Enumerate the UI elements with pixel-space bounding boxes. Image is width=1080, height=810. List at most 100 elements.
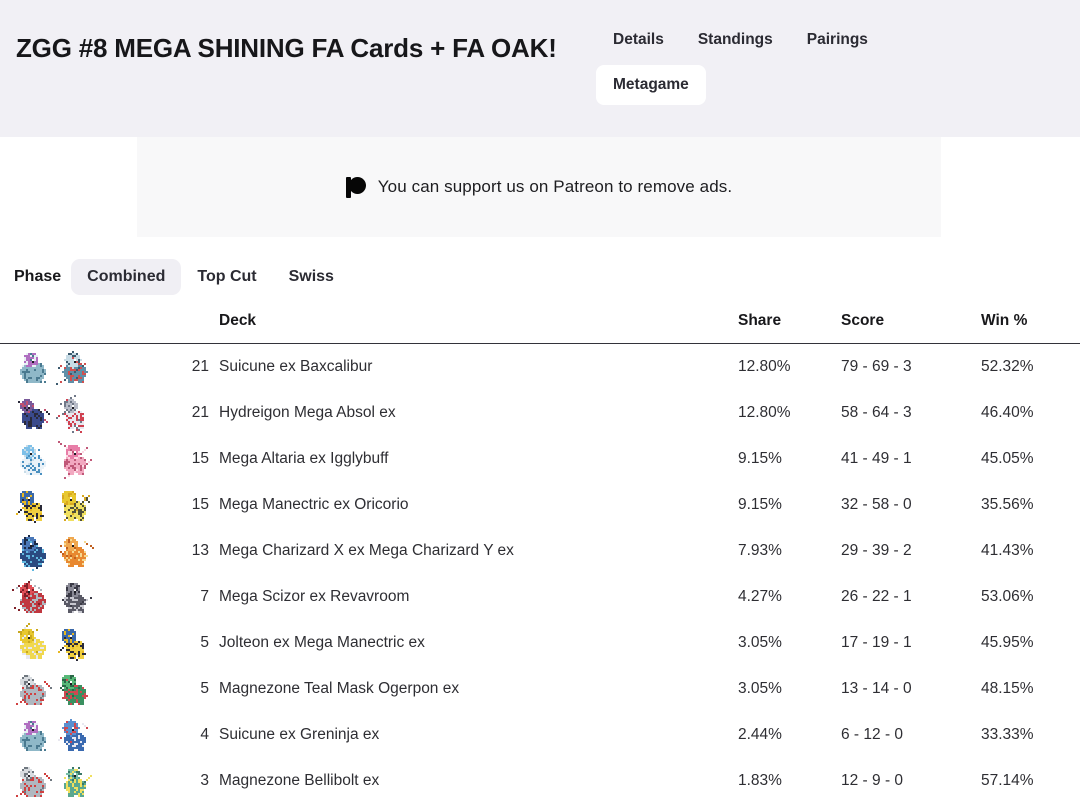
deck-count: 21 — [191, 357, 209, 375]
deck-sprites — [0, 436, 160, 482]
deck-name[interactable]: Jolteon ex Mega Manectric ex — [219, 633, 425, 651]
pokemon-sprite-mega-scizor — [12, 576, 52, 617]
deck-sprites — [0, 344, 160, 390]
deck-share: 3.05% — [738, 679, 782, 697]
phase-filter: Phase Combined Top Cut Swiss — [0, 259, 1080, 295]
deck-count: 5 — [200, 679, 209, 697]
deck-name[interactable]: Magnezone Bellibolt ex — [219, 771, 380, 789]
deck-score: 17 - 19 - 1 — [841, 633, 912, 651]
deck-name[interactable]: Suicune ex Baxcalibur — [219, 357, 373, 375]
table-row[interactable]: 13 Mega Charizard X ex Mega Charizard Y e… — [0, 528, 1080, 574]
deck-win-pct: 45.05% — [981, 449, 1034, 467]
table-row[interactable]: 5 Jolteon ex Mega Manectric ex 3.05% 17 - 1… — [0, 620, 1080, 666]
title-wrap: ZGG #8 MEGA SHINING FA Cards + FA OAK! — [16, 33, 576, 65]
patreon-icon — [345, 176, 366, 198]
deck-name[interactable]: Mega Charizard X ex Mega Charizard Y ex — [219, 541, 514, 559]
pokemon-sprite-suicune — [12, 714, 52, 755]
sprite-pair — [12, 622, 160, 663]
deck-share: 7.93% — [738, 541, 782, 559]
table-row[interactable]: 21 Suicune ex Baxcalibur 12.80% 79 - 69 - 3… — [0, 344, 1080, 390]
deck-name[interactable]: Hydreigon Mega Absol ex — [219, 403, 396, 421]
pokemon-sprite-mega-charizard-x — [12, 530, 52, 571]
phase-option-swiss[interactable]: Swiss — [273, 259, 350, 295]
table-row[interactable]: 15 Mega Altaria ex Igglybuff 9.15% 41 - 49 … — [0, 436, 1080, 482]
deck-win-pct: 48.15% — [981, 679, 1034, 697]
deck-win-pct: 52.32% — [981, 357, 1034, 375]
table-row[interactable]: 4 Suicune ex Greninja ex 2.44% 6 - 12 - 0 33… — [0, 712, 1080, 758]
deck-count: 21 — [191, 403, 209, 421]
pokemon-sprite-hydreigon — [12, 392, 52, 433]
table-row[interactable]: 15 Mega Manectric ex Oricorio 9.15% 32 - 58… — [0, 482, 1080, 528]
deck-score: 12 - 9 - 0 — [841, 771, 904, 789]
deck-share: 9.15% — [738, 495, 782, 513]
pokemon-sprite-magnezone — [12, 668, 52, 709]
deck-name[interactable]: Mega Scizor ex Revavroom — [219, 587, 410, 605]
page-header: ZGG #8 MEGA SHINING FA Cards + FA OAK! D… — [0, 0, 1080, 137]
deck-win-pct: 33.33% — [981, 725, 1034, 743]
ad-banner-content: You can support us on Patreon to remove … — [345, 176, 732, 198]
deck-count: 3 — [200, 771, 209, 789]
table-head: Deck Share Score Win % — [0, 312, 1080, 344]
tab-standings[interactable]: Standings — [681, 20, 790, 60]
deck-name[interactable]: Mega Manectric ex Oricorio — [219, 495, 409, 513]
column-header-deck[interactable]: Deck — [219, 312, 738, 344]
deck-name[interactable]: Suicune ex Greninja ex — [219, 725, 380, 743]
column-header-score[interactable]: Score — [841, 312, 981, 344]
nav-row-secondary: Metagame — [596, 65, 1016, 105]
sprite-pair — [12, 346, 160, 387]
deck-sprites — [0, 712, 160, 758]
deck-sprites — [0, 758, 160, 804]
tab-metagame[interactable]: Metagame — [596, 65, 706, 105]
pokemon-sprite-igglybuff — [54, 438, 94, 479]
pokemon-sprite-greninja — [54, 714, 94, 755]
phase-filter-label: Phase — [14, 268, 62, 285]
tab-pairings[interactable]: Pairings — [790, 20, 885, 60]
column-header-share[interactable]: Share — [738, 312, 841, 344]
deck-share: 3.05% — [738, 633, 782, 651]
pokemon-sprite-mega-charizard-y — [54, 530, 94, 571]
deck-score: 58 - 64 - 3 — [841, 403, 912, 421]
deck-name[interactable]: Magnezone Teal Mask Ogerpon ex — [219, 679, 460, 697]
pokemon-sprite-baxcalibur — [54, 346, 94, 387]
deck-count: 4 — [200, 725, 209, 743]
pokemon-sprite-suicune — [12, 346, 52, 387]
sprite-pair — [12, 668, 160, 709]
deck-win-pct: 57.14% — [981, 771, 1034, 789]
column-header-count — [160, 312, 219, 344]
phase-option-top-cut[interactable]: Top Cut — [181, 259, 272, 295]
deck-share: 4.27% — [738, 587, 782, 605]
deck-sprites — [0, 574, 160, 620]
column-header-win[interactable]: Win % — [981, 312, 1080, 344]
tab-details[interactable]: Details — [596, 20, 681, 60]
metagame-table: Deck Share Score Win % 21 Suicune ex Baxc… — [0, 312, 1080, 804]
deck-share: 2.44% — [738, 725, 782, 743]
sprite-pair — [12, 714, 160, 755]
table-row[interactable]: 3 Magnezone Bellibolt ex 1.83% 12 - 9 - 0 57… — [0, 758, 1080, 804]
deck-score: 6 - 12 - 0 — [841, 725, 904, 743]
deck-sprites — [0, 482, 160, 528]
table-row[interactable]: 21 Hydreigon Mega Absol ex 12.80% 58 - 64 -… — [0, 390, 1080, 436]
pokemon-sprite-bellibolt — [54, 760, 94, 801]
table-body: 21 Suicune ex Baxcalibur 12.80% 79 - 69 - 3… — [0, 344, 1080, 804]
phase-option-combined[interactable]: Combined — [71, 259, 182, 295]
ad-banner[interactable]: You can support us on Patreon to remove … — [137, 137, 941, 237]
sprite-pair — [12, 576, 160, 617]
table-row[interactable]: 7 Mega Scizor ex Revavroom 4.27% 26 - 22 - … — [0, 574, 1080, 620]
deck-count: 15 — [191, 449, 209, 467]
deck-sprites — [0, 528, 160, 574]
deck-score: 26 - 22 - 1 — [841, 587, 912, 605]
deck-count: 7 — [200, 587, 209, 605]
pokemon-sprite-teal-mask-ogerpon — [54, 668, 94, 709]
deck-share: 1.83% — [738, 771, 782, 789]
deck-count: 5 — [200, 633, 209, 651]
deck-score: 41 - 49 - 1 — [841, 449, 912, 467]
page-title: ZGG #8 MEGA SHINING FA Cards + FA OAK! — [16, 33, 557, 63]
deck-win-pct: 45.95% — [981, 633, 1034, 651]
deck-score: 79 - 69 - 3 — [841, 357, 912, 375]
table-row[interactable]: 5 Magnezone Teal Mask Ogerpon ex 3.05% 13 -… — [0, 666, 1080, 712]
sprite-pair — [12, 392, 160, 433]
pokemon-sprite-mega-manectric — [12, 484, 52, 525]
deck-score: 13 - 14 - 0 — [841, 679, 912, 697]
header-nav: Details Standings Pairings Metagame — [596, 20, 1016, 105]
deck-name[interactable]: Mega Altaria ex Igglybuff — [219, 449, 389, 467]
